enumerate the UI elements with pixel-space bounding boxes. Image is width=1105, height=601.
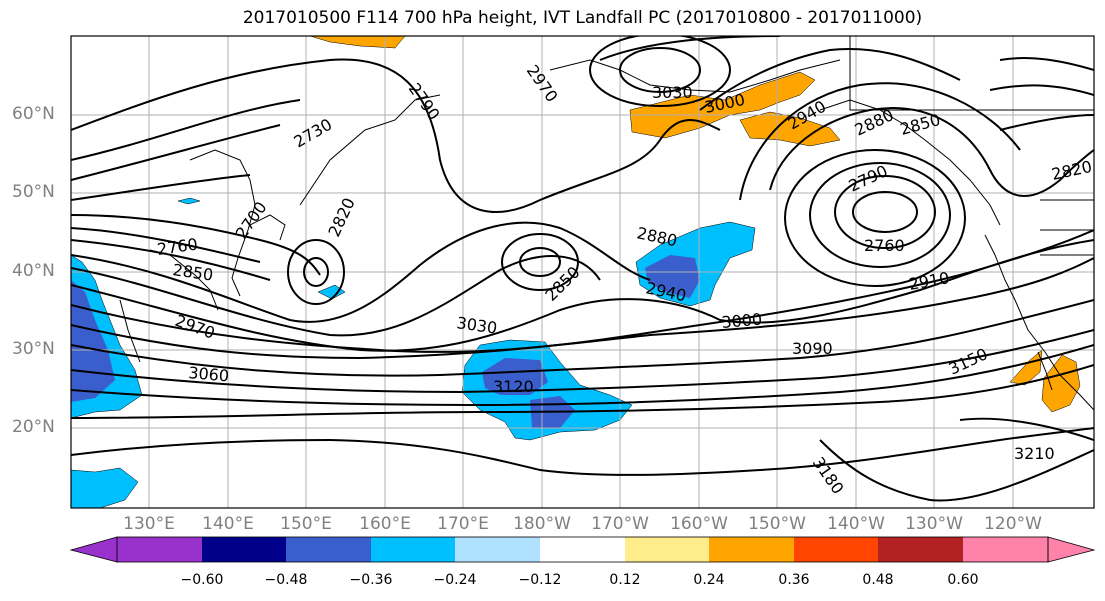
contour-label: 3030 xyxy=(652,83,693,102)
negative-anomaly-region xyxy=(317,284,346,300)
contour-label: 2820 xyxy=(1050,157,1094,184)
colorbar-segment xyxy=(540,537,625,562)
positive-anomaly-region xyxy=(309,36,406,49)
positive-anomaly-region xyxy=(1041,354,1081,413)
colorbar-extend-low xyxy=(69,536,118,563)
lon-label: 180°W xyxy=(513,514,571,534)
colorbar-tick-label: −0.12 xyxy=(518,572,562,588)
lat-label: 60°N xyxy=(12,104,55,124)
positive-anomaly-region xyxy=(739,111,841,147)
contour-label: 2820 xyxy=(324,195,358,240)
colorbar-segment xyxy=(625,537,709,562)
contour-label: 3210 xyxy=(1014,444,1055,463)
colorbar-segment xyxy=(117,537,202,562)
contour-label: 2880 xyxy=(635,223,679,250)
negative-anomaly-region xyxy=(645,255,700,298)
contour-label: 3150 xyxy=(946,344,991,378)
contour-label: 3000 xyxy=(721,310,763,332)
lon-label: 140°W xyxy=(827,514,885,534)
coastlines xyxy=(119,36,1094,411)
colorbar-segment xyxy=(286,537,371,562)
colorbar-tick-label: 0.48 xyxy=(862,572,894,588)
lat-label: 50°N xyxy=(12,182,55,202)
lon-label: 160°E xyxy=(359,514,411,534)
lat-label: 20°N xyxy=(12,417,55,437)
colorbar-tick-label: 0.24 xyxy=(693,572,725,588)
colorbar-tick-label: −0.36 xyxy=(349,572,393,588)
colorbar-segment xyxy=(371,537,455,562)
map-frame xyxy=(70,35,1095,509)
colorbar-segment xyxy=(878,537,963,562)
contour-label: 3120 xyxy=(493,377,534,396)
colorbar-tick-label: −0.48 xyxy=(264,572,308,588)
contour-label: 2730 xyxy=(291,115,336,152)
contour-label: 2760 xyxy=(156,234,199,258)
colorbar-tick-label: −0.60 xyxy=(180,572,224,588)
colorbar-segment xyxy=(455,537,540,562)
colorbar xyxy=(69,536,1096,563)
colorbar-tick-label: 0.12 xyxy=(609,572,641,588)
contour-label: 2700 xyxy=(232,198,271,242)
height-contours xyxy=(71,36,1094,502)
contour-label: 3030 xyxy=(455,313,498,337)
lat-label: 30°N xyxy=(12,339,55,359)
colorbar-extend-high xyxy=(1047,536,1096,563)
colorbar-tick-label: −0.24 xyxy=(433,572,477,588)
negative-anomaly-region xyxy=(71,467,139,508)
negative-anomaly-region xyxy=(177,197,201,205)
lon-label: 160°W xyxy=(670,514,728,534)
contour-label: 2760 xyxy=(864,236,905,255)
ivt-shading xyxy=(71,36,1081,508)
colorbar-segment xyxy=(794,537,878,562)
positive-anomaly-region xyxy=(629,71,816,139)
lon-label: 140°E xyxy=(202,514,254,534)
lon-label: 130°W xyxy=(905,514,963,534)
lon-label: 130°E xyxy=(123,514,175,534)
colorbar-segment xyxy=(709,537,794,562)
contour-label: 3060 xyxy=(188,363,230,385)
colorbar-frame xyxy=(116,536,1049,563)
lon-label: 170°E xyxy=(437,514,489,534)
contour-label: 2970 xyxy=(173,311,218,343)
colorbar-tick-label: 0.60 xyxy=(947,572,979,588)
contour-label: 3090 xyxy=(792,339,833,358)
lon-label: 150°E xyxy=(280,514,332,534)
lon-label: 150°W xyxy=(748,514,806,534)
lat-label: 40°N xyxy=(12,261,55,281)
lon-label: 120°W xyxy=(984,514,1042,534)
contour-label: 2790 xyxy=(405,79,444,123)
colorbar-tick-label: 0.36 xyxy=(778,572,810,588)
map-title: 2017010500 F114 700 hPa height, IVT Land… xyxy=(242,8,923,28)
colorbar-segment xyxy=(963,537,1048,562)
colorbar-segment xyxy=(202,537,286,562)
lon-label: 170°W xyxy=(591,514,649,534)
negative-anomaly-region xyxy=(482,358,548,395)
contour-label: 2850 xyxy=(898,110,942,139)
